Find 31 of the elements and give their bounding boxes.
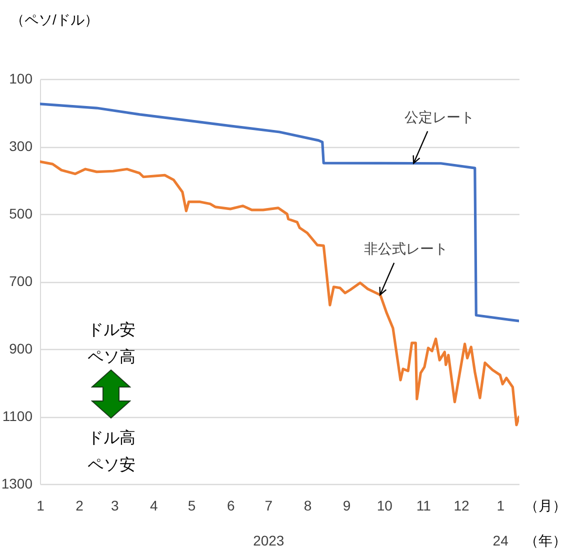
x2-tick-label: 2023 bbox=[253, 532, 284, 548]
y-tick-label: 700 bbox=[9, 273, 33, 289]
x-tick-label: 3 bbox=[110, 498, 119, 514]
x2-tick-label: 24 bbox=[492, 532, 509, 548]
y-tick-label: 500 bbox=[9, 206, 33, 222]
x-tick-label: 2 bbox=[76, 498, 84, 514]
x-tick-label: 9 bbox=[342, 498, 351, 514]
y-tick-label: 1100 bbox=[2, 408, 33, 424]
line-series bbox=[40, 160, 519, 426]
x-tick-label: 12 bbox=[454, 498, 470, 514]
x-tick-label: 4 bbox=[150, 498, 158, 514]
x2-axis-title: （年） bbox=[524, 532, 561, 548]
x-tick-label: 6 bbox=[226, 498, 235, 514]
y-tick-label: 900 bbox=[9, 340, 33, 356]
x-tick-label: 7 bbox=[264, 498, 273, 514]
series-label: 非公式レート bbox=[364, 240, 448, 257]
y-tick-label: 300 bbox=[9, 138, 33, 154]
annotation: ドル安ペソ高 bbox=[86, 320, 136, 368]
x-tick-label: 8 bbox=[304, 498, 312, 514]
y-tick-label: 1300 bbox=[1, 476, 33, 492]
x-tick-label: 1 bbox=[496, 498, 505, 514]
text: 公定レート bbox=[404, 109, 475, 125]
x-tick-label: 1 bbox=[36, 498, 45, 514]
x-axis-title: （月） bbox=[524, 498, 561, 514]
y-axis-title: （ペソ/ドル） bbox=[10, 12, 98, 28]
x-tick-label: 10 bbox=[376, 498, 393, 514]
line-series bbox=[40, 102, 519, 322]
annotation: ドル高ペソ安 bbox=[86, 428, 136, 476]
x-tick-label: 11 bbox=[416, 498, 432, 514]
y-tick-label: 100 bbox=[9, 70, 33, 86]
x-tick-label: 5 bbox=[188, 498, 196, 514]
